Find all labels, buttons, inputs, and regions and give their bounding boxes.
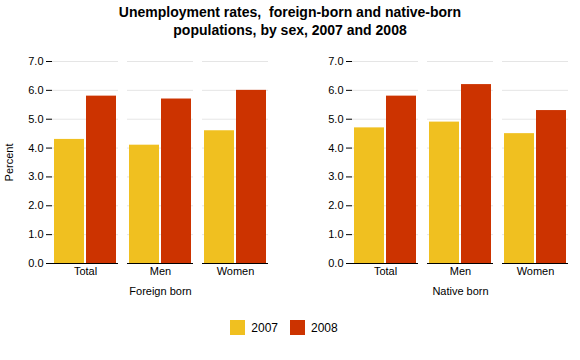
html-text:Unemployment rates, foreign-bo: Unemployment rates, foreign-born and nat… <box>118 4 462 38</box>
svg-text:1.0: 1.0 <box>328 228 343 240</box>
svg-text:Foreign born: Foreign born <box>129 285 191 297</box>
svg-text:4.0: 4.0 <box>28 142 43 154</box>
svg-text:1.0: 1.0 <box>28 228 43 240</box>
svg-text:Total: Total <box>374 265 397 277</box>
svg-text:5.0: 5.0 <box>28 113 43 125</box>
svg-text:7.0: 7.0 <box>28 55 43 67</box>
svg-text:0.0: 0.0 <box>328 257 343 269</box>
html-text:2007: 2007 <box>251 320 278 335</box>
svg-text:3.0: 3.0 <box>328 170 343 182</box>
html-text:2008: 2008 <box>311 320 338 335</box>
svg-text:2.0: 2.0 <box>28 199 43 211</box>
svg-text:Total: Total <box>74 265 97 277</box>
svg-text:Women: Women <box>217 265 255 277</box>
svg-text:6.0: 6.0 <box>328 84 343 96</box>
svg-text:0.0: 0.0 <box>28 257 43 269</box>
svg-text:Men: Men <box>450 265 471 277</box>
svg-text:5.0: 5.0 <box>328 113 343 125</box>
svg-text:4.0: 4.0 <box>328 142 343 154</box>
svg-text:Native born: Native born <box>432 285 488 297</box>
svg-text:Percent: Percent <box>3 144 15 182</box>
svg-text:2.0: 2.0 <box>328 199 343 211</box>
svg-text:Men: Men <box>150 265 171 277</box>
svg-text:6.0: 6.0 <box>28 84 43 96</box>
svg-text:3.0: 3.0 <box>28 170 43 182</box>
svg-text:Women: Women <box>517 265 555 277</box>
svg-text:7.0: 7.0 <box>328 55 343 67</box>
